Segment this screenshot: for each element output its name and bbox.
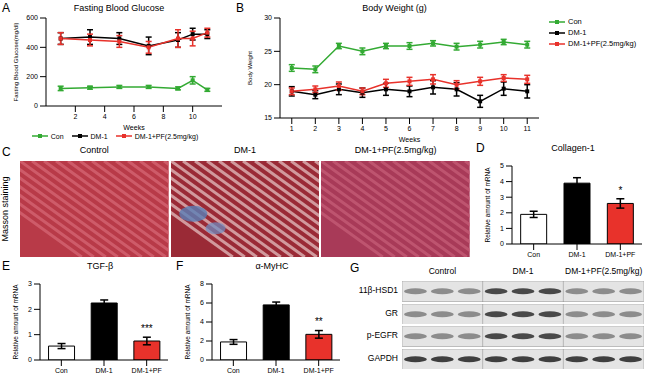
svg-text:1: 1 [28,331,32,338]
svg-text:Relative amount of mRNA: Relative amount of mRNA [484,167,491,243]
html-text:Body Weight (g): Body Weight (g) [362,3,427,13]
svg-text:4: 4 [500,178,504,185]
html-text:DM-1: DM-1 [512,266,534,276]
svg-text:2: 2 [73,113,77,120]
svg-text:DM-1+PF: DM-1+PF [304,367,334,374]
svg-text:1: 1 [500,225,504,232]
svg-text:Con: Con [227,367,240,374]
svg-text:*: * [618,185,622,196]
svg-text:Relative amount of mRNA: Relative amount of mRNA [184,284,191,360]
svg-text:**: ** [315,316,323,327]
html-text:D: D [476,141,485,155]
svg-text:Fasting Blood Glucose(mg/dl): Fasting Blood Glucose(mg/dl) [13,22,19,101]
svg-text:600: 600 [26,14,38,21]
svg-text:DM-1+PF: DM-1+PF [132,367,162,374]
svg-text:8: 8 [200,280,204,287]
html-text:DM-1+PF(2.5mg/kg): DM-1+PF(2.5mg/kg) [354,145,437,155]
svg-text:7: 7 [431,125,435,132]
svg-text:6: 6 [200,299,204,306]
svg-text:2: 2 [500,209,504,216]
svg-text:0: 0 [500,240,504,247]
svg-text:5: 5 [500,162,504,169]
html-text:DM-1+PF(2.5mg/kg): DM-1+PF(2.5mg/kg) [568,39,637,48]
svg-text:6: 6 [132,113,136,120]
svg-text:DM-1: DM-1 [267,367,284,374]
svg-text:2: 2 [313,125,317,132]
svg-text:10: 10 [500,125,508,132]
html-text:α-MyHC: α-MyHC [255,261,289,271]
svg-text:3: 3 [500,194,504,201]
svg-text:2: 2 [200,337,204,344]
svg-text:8: 8 [161,113,165,120]
svg-text:200: 200 [26,73,38,80]
html-text:Fasting Blood Glucose: Fasting Blood Glucose [73,3,165,13]
svg-text:8: 8 [455,125,459,132]
svg-text:9: 9 [478,125,482,132]
svg-text:0: 0 [28,356,32,363]
svg-text:Con: Con [527,251,540,258]
html-text:C: C [2,145,11,159]
svg-text:25: 25 [264,48,272,55]
svg-text:4: 4 [360,125,364,132]
html-text:E: E [2,259,10,273]
html-text:G: G [350,261,360,275]
html-text:Masson staining: Masson staining [0,176,10,242]
svg-text:4: 4 [103,113,107,120]
html-text:Control: Control [428,266,456,276]
html-text:Con: Con [568,17,582,26]
html-text:DM-1: DM-1 [568,28,587,37]
html-text:TGF-β: TGF-β [86,261,114,271]
svg-text:3: 3 [28,280,32,287]
html-text:Con: Con [50,132,64,140]
svg-text:20: 20 [264,81,272,88]
svg-text:Relative amount of mRNA: Relative amount of mRNA [12,284,19,360]
svg-text:1: 1 [290,125,294,132]
html-text:F: F [176,259,184,273]
html-text:Collagen-1: Collagen-1 [551,143,595,153]
html-text:GR: GR [385,307,398,318]
svg-text:DM-1+PF: DM-1+PF [605,251,635,258]
svg-text:3: 3 [337,125,341,132]
html-text:A: A [2,1,10,15]
html-text:DM-1+PF(2.5mg/kg): DM-1+PF(2.5mg/kg) [134,132,199,140]
html-text:p-EGFR: p-EGFR [366,330,398,341]
svg-text:***: *** [141,323,153,334]
svg-text:30: 30 [264,14,272,21]
svg-text:0: 0 [200,356,204,363]
svg-text:400: 400 [26,44,38,51]
svg-text:10: 10 [189,113,197,120]
svg-text:Weeks: Weeks [123,124,145,130]
svg-text:2: 2 [28,306,32,313]
svg-text:Body Weight: Body Weight [247,51,253,85]
svg-text:5: 5 [384,125,388,132]
html-text:GAPDH: GAPDH [367,352,398,363]
svg-text:Con: Con [55,367,68,374]
svg-text:0: 0 [34,102,38,109]
html-text:11β-HSD1: 11β-HSD1 [358,285,398,296]
html-text:Control: Control [79,145,109,155]
svg-text:6: 6 [408,125,412,132]
svg-text:4: 4 [200,318,204,325]
html-text:DM-1+PF(2.5mg/kg): DM-1+PF(2.5mg/kg) [565,266,643,276]
html-text:DM-1: DM-1 [234,145,256,155]
svg-text:15: 15 [264,114,272,121]
svg-text:11: 11 [524,125,531,132]
html-text:B: B [236,1,244,15]
html-text:DM-1: DM-1 [90,132,108,140]
svg-text:DM-1: DM-1 [95,367,112,374]
svg-text:DM-1: DM-1 [568,251,585,258]
svg-text:Weeks: Weeks [399,136,421,142]
